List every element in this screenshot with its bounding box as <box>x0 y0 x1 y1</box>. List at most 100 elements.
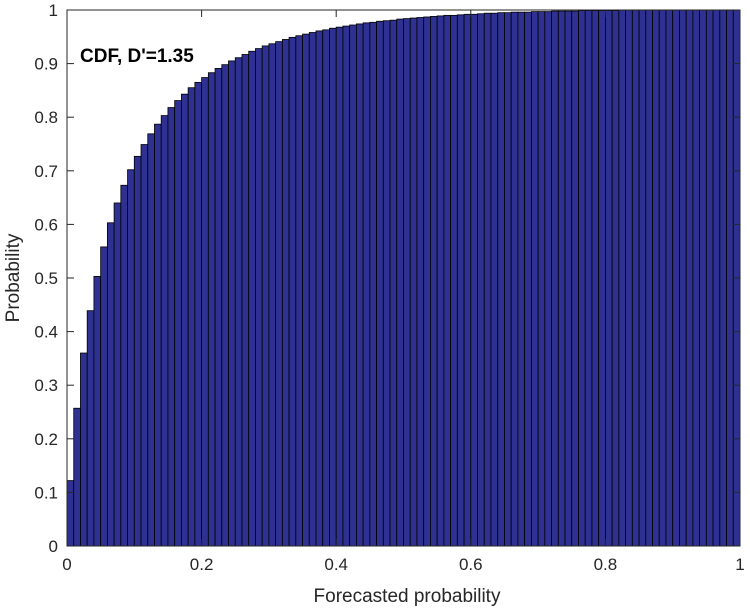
bar <box>362 22 371 547</box>
bar <box>436 15 445 547</box>
bar <box>228 60 236 547</box>
bar <box>369 21 377 547</box>
y-tick-label: 0.3 <box>34 376 58 395</box>
bar <box>288 36 297 547</box>
bar <box>605 10 613 547</box>
bar <box>551 10 559 547</box>
bar <box>221 64 229 547</box>
bar <box>248 50 256 547</box>
bar <box>705 9 714 547</box>
bar <box>564 10 573 547</box>
bar <box>255 48 263 547</box>
bar <box>335 26 344 547</box>
bar <box>73 407 81 547</box>
bar <box>510 11 519 547</box>
bar <box>174 100 182 547</box>
bar <box>497 12 505 547</box>
y-tick-label: 0.4 <box>34 323 58 342</box>
y-axis-label: Probability <box>3 233 24 322</box>
bar <box>672 9 680 547</box>
y-tick-label: 0.2 <box>34 430 58 449</box>
bar <box>154 123 162 547</box>
bar <box>181 93 189 547</box>
bar <box>611 10 620 547</box>
bar <box>679 9 687 547</box>
bar <box>194 81 202 547</box>
bar <box>207 72 216 547</box>
x-tick-label: 0.6 <box>459 555 483 574</box>
bar <box>295 35 303 547</box>
bar <box>66 480 75 547</box>
bar <box>308 32 317 547</box>
bar <box>524 11 532 547</box>
y-tick-label: 0.5 <box>34 269 58 288</box>
bar <box>463 13 472 547</box>
bar <box>396 18 404 547</box>
bar <box>86 310 95 547</box>
x-axis-label: Forecasted probability <box>314 586 501 607</box>
bar <box>490 12 499 547</box>
bar <box>160 115 169 547</box>
x-tick-label: 1 <box>735 555 744 574</box>
bar <box>665 9 674 547</box>
bar <box>281 39 290 547</box>
bar <box>93 275 102 547</box>
bar <box>530 11 539 547</box>
y-tick-label: 0.6 <box>34 215 58 234</box>
bar <box>618 9 626 547</box>
bar <box>355 23 364 547</box>
bar <box>376 20 384 547</box>
bar <box>645 9 653 547</box>
bar <box>598 10 606 547</box>
bar <box>214 68 223 547</box>
bar <box>423 16 431 547</box>
y-tick-label: 0.8 <box>34 108 58 127</box>
bar <box>685 9 694 547</box>
y-tick-label: 0.7 <box>34 162 58 181</box>
x-tick-label: 0 <box>62 555 71 574</box>
bar <box>504 12 512 547</box>
y-tick-label: 1 <box>49 1 58 20</box>
chart-annotation: CDF, D'=1.35 <box>80 46 194 67</box>
y-tick-label: 0.9 <box>34 55 58 74</box>
bar <box>483 12 492 547</box>
bar <box>315 30 324 547</box>
bar <box>638 9 647 547</box>
bar <box>409 17 418 547</box>
bar <box>147 133 155 547</box>
bar <box>201 77 209 547</box>
bar <box>302 33 310 547</box>
bar <box>261 45 270 547</box>
x-tick-label: 0.2 <box>190 555 214 574</box>
bar <box>127 169 135 547</box>
bar <box>403 18 411 547</box>
bar <box>275 41 283 547</box>
bar <box>100 246 108 547</box>
bar <box>329 27 337 547</box>
bar <box>241 54 250 547</box>
bar <box>140 144 149 547</box>
bar <box>456 14 465 547</box>
bar <box>443 14 452 547</box>
bar <box>557 10 566 547</box>
bar <box>133 155 142 547</box>
bar <box>692 9 701 547</box>
bar <box>322 29 330 547</box>
axis-ticks: 0 0.2 0.4 0.6 0.8 1 0 0.1 0.2 0.3 0.4 0.5 0.6 0.7 0.8 0… <box>34 1 744 574</box>
bar <box>234 57 243 547</box>
bar <box>726 9 734 547</box>
bar <box>591 10 600 547</box>
bar <box>167 107 176 547</box>
bar <box>187 87 196 547</box>
bar <box>571 10 579 547</box>
bar <box>430 16 438 547</box>
bar <box>450 14 458 547</box>
bar <box>382 20 391 547</box>
bar <box>631 9 640 547</box>
bar <box>470 13 478 547</box>
y-tick-label: 0 <box>49 537 58 556</box>
bar <box>389 19 398 547</box>
bar <box>349 24 357 547</box>
bar <box>106 222 115 547</box>
bar <box>537 11 546 547</box>
